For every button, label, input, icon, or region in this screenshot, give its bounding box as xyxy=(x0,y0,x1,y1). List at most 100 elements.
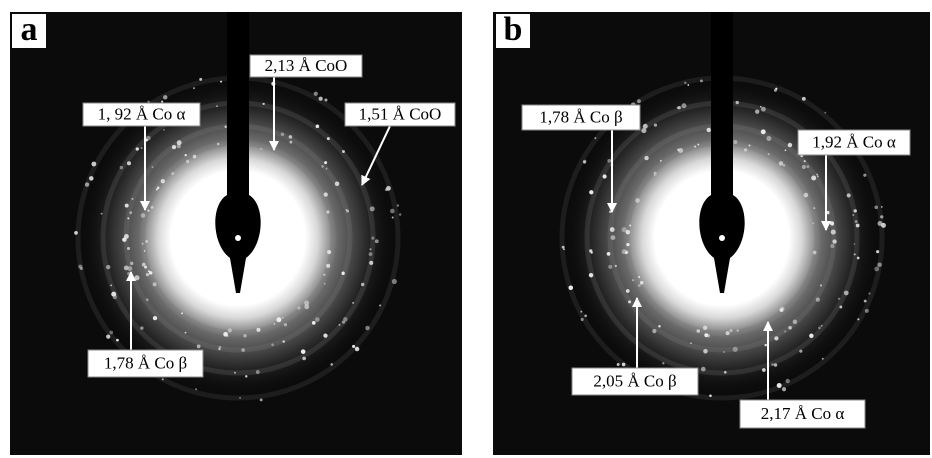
spot xyxy=(832,224,834,226)
spot xyxy=(654,123,657,126)
spot xyxy=(684,82,687,85)
spot xyxy=(812,222,814,224)
spot xyxy=(737,329,739,331)
spot xyxy=(635,198,640,203)
spot xyxy=(696,329,700,333)
spot xyxy=(678,148,683,153)
spot xyxy=(375,239,379,243)
spot xyxy=(352,302,354,304)
spot xyxy=(199,78,202,81)
spot xyxy=(626,289,630,293)
spot xyxy=(330,363,333,366)
spot xyxy=(761,129,766,134)
spot xyxy=(145,240,148,243)
spot xyxy=(324,283,326,285)
spot xyxy=(690,342,692,344)
spot xyxy=(106,265,110,269)
spot xyxy=(177,144,181,148)
spot xyxy=(782,387,786,391)
spot xyxy=(124,234,129,239)
spot xyxy=(163,95,167,99)
spot xyxy=(584,315,587,318)
spot xyxy=(785,149,787,151)
spot xyxy=(74,231,78,235)
spot xyxy=(603,174,607,178)
spot xyxy=(822,358,824,360)
spot xyxy=(224,126,226,128)
spot xyxy=(171,172,174,175)
spot xyxy=(700,79,703,82)
spot xyxy=(589,273,593,277)
spot xyxy=(793,320,797,324)
spot xyxy=(629,225,631,227)
spot xyxy=(260,398,263,401)
spot xyxy=(583,161,586,164)
annotation-label: 1, 92 Å Co α xyxy=(98,104,186,123)
spot xyxy=(643,124,648,129)
spot xyxy=(832,239,836,243)
spot xyxy=(766,136,771,141)
spot xyxy=(120,166,123,169)
spot xyxy=(343,317,347,321)
spot xyxy=(316,125,320,129)
spot xyxy=(302,357,306,361)
spot xyxy=(641,128,646,133)
annotation-label: 1,51 Å CoO xyxy=(359,104,442,123)
spot xyxy=(687,84,689,86)
spot xyxy=(707,128,711,132)
spot xyxy=(227,335,229,337)
spot xyxy=(324,98,327,101)
spot xyxy=(218,348,220,350)
spot xyxy=(831,230,836,235)
spot xyxy=(85,182,89,186)
spot xyxy=(864,300,867,303)
spot xyxy=(724,371,727,374)
spot xyxy=(771,363,774,366)
spot xyxy=(813,207,815,209)
spot xyxy=(129,211,132,214)
diffraction-panel: b1,78 Å Co β1,92 Å Co α2,05 Å Co β2,17 Å… xyxy=(493,11,930,455)
spot xyxy=(256,370,260,374)
spot xyxy=(707,334,710,337)
spot xyxy=(662,362,664,364)
spot xyxy=(611,235,616,240)
spot xyxy=(569,285,574,290)
spot xyxy=(147,210,149,212)
spot xyxy=(777,383,782,388)
annotation-label: 2,17 Å Co α xyxy=(761,404,845,423)
spot xyxy=(234,372,236,374)
spot xyxy=(760,106,762,108)
spot xyxy=(701,367,706,372)
spot xyxy=(768,153,770,155)
spot xyxy=(788,326,792,330)
spot xyxy=(243,334,246,337)
spot xyxy=(153,282,157,286)
spot xyxy=(788,143,793,148)
spot xyxy=(326,210,329,213)
spot xyxy=(262,103,264,105)
spot xyxy=(216,105,218,107)
spot xyxy=(245,375,247,377)
annotation-label: 1,78 Å Co β xyxy=(539,107,622,126)
spot xyxy=(130,262,133,265)
spot xyxy=(134,275,139,280)
spot xyxy=(847,193,851,197)
spot xyxy=(607,252,611,256)
spot xyxy=(144,266,147,269)
spot xyxy=(370,206,375,211)
spot xyxy=(806,165,809,168)
spot xyxy=(346,210,349,213)
spot xyxy=(101,213,103,215)
spot xyxy=(784,330,786,332)
spot xyxy=(844,291,849,296)
spot xyxy=(397,204,399,206)
spot xyxy=(141,213,146,218)
spot xyxy=(136,147,139,150)
spot xyxy=(321,165,323,167)
spot xyxy=(615,265,617,267)
spot xyxy=(697,144,699,146)
spot xyxy=(652,329,656,333)
spot xyxy=(638,284,640,286)
spot xyxy=(874,205,878,209)
